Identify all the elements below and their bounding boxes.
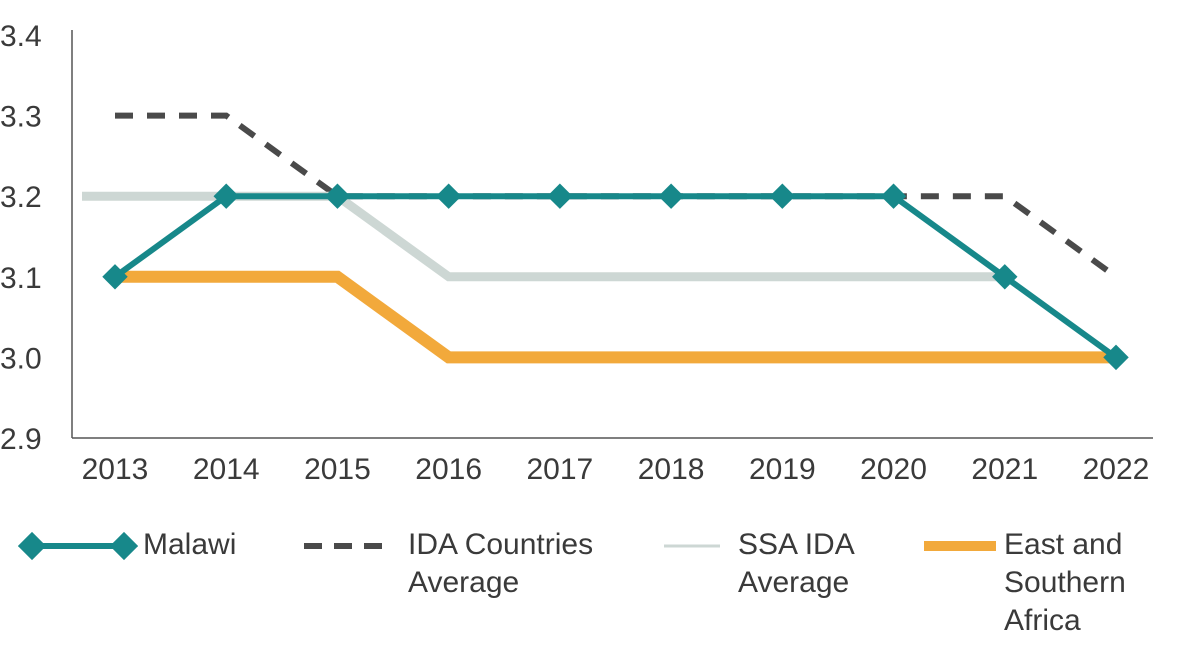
y-tick-label: 3.4 xyxy=(0,20,42,53)
y-tick-label: 3.1 xyxy=(0,262,42,295)
chart-legend: Malawi IDA Countries Average SSA IDA Ave… xyxy=(0,520,1200,654)
legend-swatch-malawi xyxy=(18,531,138,561)
y-tick-label: 3.2 xyxy=(0,181,42,214)
legend-label-ssa-ida-average: SSA IDA Average xyxy=(738,528,855,599)
x-tick-label: 2017 xyxy=(527,453,594,486)
x-tick-label: 2020 xyxy=(860,453,927,486)
data-point-malawi xyxy=(880,183,907,209)
x-tick-label: 2015 xyxy=(304,453,371,486)
data-point-malawi xyxy=(547,183,573,209)
data-point-malawi xyxy=(102,264,128,290)
legend-label-east-and-southern-africa: East and Southern Africa xyxy=(1004,528,1126,637)
legend-item-east-and-southern-africa: East and Southern Africa xyxy=(920,520,1190,654)
y-tick-label: 2.9 xyxy=(0,423,42,456)
x-tick-label: 2013 xyxy=(82,453,149,486)
chart-axes xyxy=(71,30,1153,439)
series-line-ssa-ida-average xyxy=(82,191,1005,282)
legend-item-malawi: Malawi xyxy=(18,520,278,654)
legend-swatch-ssa-ida-average xyxy=(664,544,720,548)
legend-label-ida-countries-average: IDA Countries Average xyxy=(408,528,594,599)
data-point-malawi xyxy=(435,183,462,209)
x-tick-label: 2016 xyxy=(415,453,482,486)
data-point-malawi xyxy=(992,264,1018,290)
data-point-malawi xyxy=(769,183,796,209)
line-chart: 2.9 3.0 3.1 3.2 3.3 3.4 2013 2014 2015 2016 2017 20… xyxy=(0,20,1153,486)
legend-swatch-east-and-southern-africa xyxy=(924,541,996,551)
legend-item-ssa-ida-average: SSA IDA Average xyxy=(650,520,910,654)
y-tick-label: 3.3 xyxy=(0,101,42,134)
x-tick-label: 2019 xyxy=(749,453,816,486)
x-tick-label: 2014 xyxy=(193,453,260,486)
chart-tick-labels: 2.9 3.0 3.1 3.2 3.3 3.4 2013 2014 2015 2016 2017 20… xyxy=(0,20,1149,486)
legend-label-malawi: Malawi xyxy=(143,528,237,561)
x-tick-label: 2018 xyxy=(638,453,705,486)
y-tick-label: 3.0 xyxy=(0,342,42,375)
data-point-malawi xyxy=(324,183,351,209)
chart-series xyxy=(82,112,1129,371)
legend-swatch-ida-countries-average xyxy=(304,543,382,549)
data-point-malawi xyxy=(658,183,684,209)
series-line-malawi xyxy=(113,193,1118,360)
x-tick-label: 2022 xyxy=(1083,453,1150,486)
legend-item-ida-countries-average: IDA Countries Average xyxy=(300,520,630,654)
series-line-east-and-southern-africa xyxy=(115,270,1116,364)
x-tick-label: 2021 xyxy=(971,453,1038,486)
